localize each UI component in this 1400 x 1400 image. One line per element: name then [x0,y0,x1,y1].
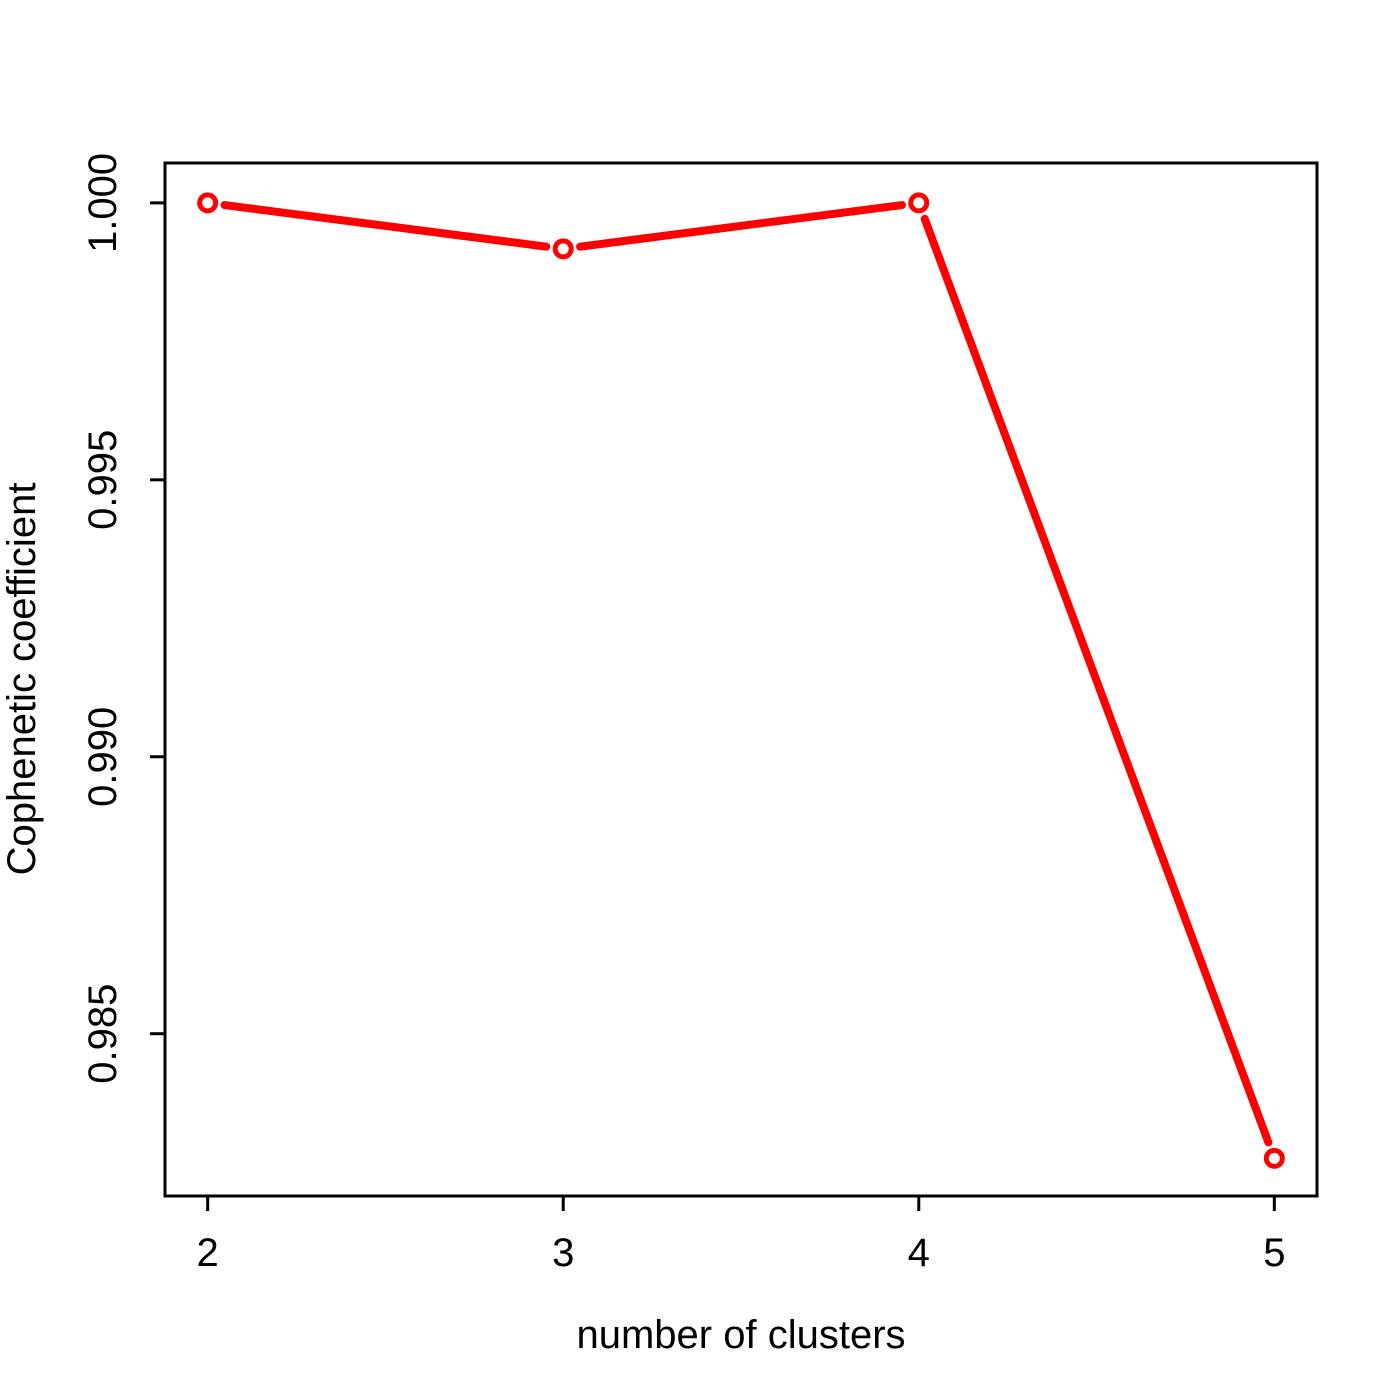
x-tick-label: 5 [1263,1231,1285,1275]
series-layer [197,192,1285,1169]
series-line-segment [576,201,906,251]
data-point [552,238,574,260]
series-line-segment [920,214,1273,1147]
y-tick-label: 0.990 [81,707,125,807]
x-tick-label: 4 [908,1231,930,1275]
x-tick-label: 2 [197,1231,219,1275]
y-axis: 0.985 0.990 0.995 1.000 [81,153,165,1084]
y-axis-label: Cophenetic coefficient [0,483,44,876]
x-tick-label: 3 [552,1231,574,1275]
x-axis: 2 3 4 5 [197,1196,1285,1275]
plot-frame [163,161,1319,1198]
y-tick-label: 1.000 [81,153,125,253]
data-point [908,192,930,214]
y-tick-label: 0.995 [81,430,125,530]
data-point [197,192,219,214]
series-line-segment [220,201,551,251]
y-tick-label: 0.985 [81,984,125,1084]
data-point [1263,1147,1285,1169]
x-axis-label: number of clusters [576,1313,905,1357]
